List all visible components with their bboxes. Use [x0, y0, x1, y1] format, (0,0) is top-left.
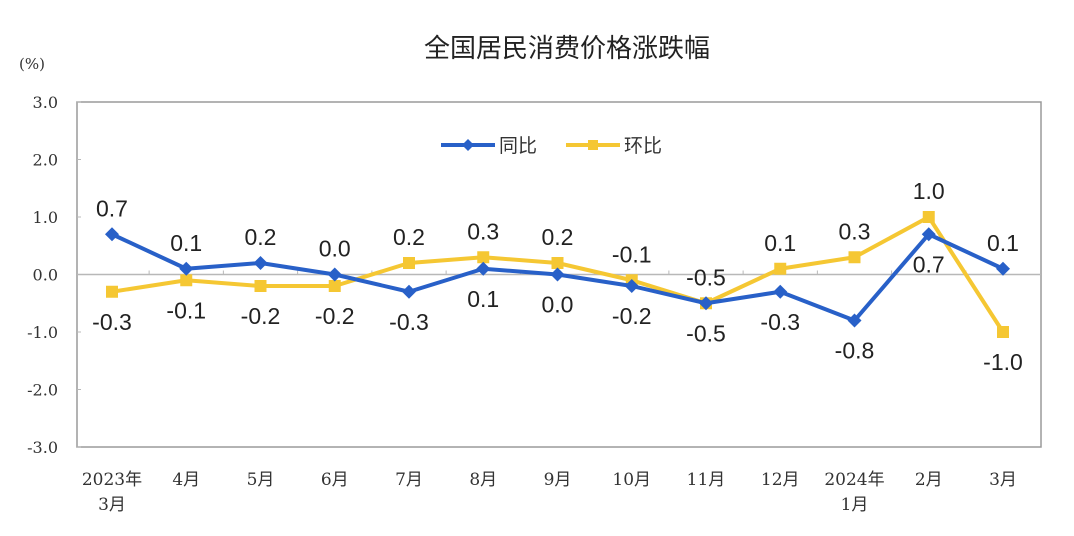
data-label: -0.2: [612, 303, 652, 329]
data-label: -0.2: [315, 303, 355, 329]
data-label: -0.1: [166, 297, 206, 323]
diamond-marker-icon: [327, 267, 342, 282]
data-label: -0.3: [92, 309, 132, 335]
diamond-marker-icon: [773, 284, 788, 299]
y-tick-label: -3.0: [27, 438, 58, 457]
legend-label-mom: 环比: [624, 135, 662, 157]
diamond-marker-icon: [996, 261, 1010, 276]
square-marker-icon: [588, 140, 598, 150]
square-marker-icon: [254, 280, 267, 292]
series-layer: [105, 211, 1010, 338]
data-label: -0.3: [760, 309, 800, 335]
x-axis: 2023年 3月 4月 5月 6月 7月 8月 9月 10月 11月 12月 2024年 1月 2月 3月: [82, 470, 1017, 515]
legend-item-mom: 环比: [566, 135, 662, 157]
data-label: 0.0: [319, 236, 351, 262]
y-tick-label: -1.0: [27, 323, 58, 342]
square-marker-icon: [997, 326, 1009, 338]
data-label: -0.3: [389, 309, 429, 335]
diamond-marker-icon: [624, 279, 639, 293]
square-marker-icon: [106, 285, 118, 298]
legend-label-yoy: 同比: [499, 135, 537, 157]
x-tick-label: 3月: [98, 495, 126, 515]
square-marker-icon: [328, 280, 341, 292]
diamond-marker-icon: [550, 267, 565, 282]
data-label: 0.7: [96, 195, 128, 221]
y-tick-label: 1.0: [33, 208, 58, 227]
data-label: 0.2: [245, 224, 277, 250]
y-tick-label: 0.0: [33, 266, 58, 285]
y-tick-label: -2.0: [27, 381, 58, 400]
data-label: 0.7: [913, 251, 945, 277]
diamond-marker-icon: [847, 313, 862, 328]
x-tick-label: 2024年: [824, 470, 884, 490]
chart-title: 全国居民消费价格涨跌幅: [424, 34, 710, 64]
x-tick-label: 3月: [989, 470, 1017, 490]
x-tick-label: 8月: [469, 470, 497, 490]
x-tick-label: 7月: [395, 470, 423, 490]
y-axis-unit: (%): [19, 55, 45, 73]
data-label: 0.3: [467, 218, 499, 244]
data-label: -0.2: [241, 303, 281, 329]
x-tick-label: 5月: [247, 470, 275, 490]
y-tick-label: 3.0: [33, 93, 58, 112]
data-label: -0.5: [686, 264, 726, 290]
diamond-marker-icon: [476, 261, 491, 276]
data-label: 0.1: [987, 230, 1019, 256]
diamond-marker-icon: [921, 227, 936, 242]
data-label: 1.0: [913, 178, 945, 204]
y-axis: 3.0 2.0 1.0 0.0 -1.0 -2.0 -3.0: [27, 93, 81, 457]
data-label: -0.8: [835, 338, 875, 364]
square-marker-icon: [774, 262, 787, 275]
x-tick-label: 9月: [544, 470, 572, 490]
x-tick-label: 2月: [915, 470, 943, 490]
legend: 同比 环比: [441, 135, 662, 157]
x-tick-label: 1月: [841, 495, 869, 515]
data-labels: 0.7 0.1 0.2 0.0 -0.3 0.1 0.0 -0.2 -0.5 -0.3 -0.8 0.…: [92, 178, 1023, 375]
square-marker-icon: [551, 257, 564, 269]
diamond-marker-icon: [105, 227, 119, 242]
diamond-marker-icon: [253, 256, 268, 270]
legend-item-yoy: 同比: [441, 135, 537, 157]
diamond-marker-icon: [462, 139, 474, 151]
diamond-marker-icon: [699, 296, 713, 311]
data-label: 0.2: [542, 224, 574, 250]
diamond-marker-icon: [402, 284, 416, 299]
x-tick-label: 2023年: [82, 470, 142, 490]
data-label: 0.1: [467, 286, 499, 312]
data-label: 0.1: [170, 230, 202, 256]
square-marker-icon: [403, 257, 415, 269]
x-tick-label: 11月: [687, 470, 726, 490]
y-tick-label: 2.0: [33, 151, 58, 170]
data-label: -0.1: [612, 241, 652, 267]
x-tick-label: 6月: [321, 470, 349, 490]
square-marker-icon: [922, 211, 935, 223]
data-label: 0.2: [393, 224, 425, 250]
square-marker-icon: [477, 251, 490, 264]
data-label: 0.1: [764, 230, 796, 256]
square-marker-icon: [848, 251, 861, 264]
diamond-marker-icon: [179, 261, 194, 276]
x-tick-label: 4月: [172, 470, 200, 490]
data-label: -0.5: [686, 320, 726, 346]
x-tick-label: 12月: [761, 470, 800, 490]
square-marker-icon: [180, 274, 193, 287]
data-label: -1.0: [983, 349, 1023, 375]
data-label: 0.0: [542, 292, 574, 318]
x-tick-label: 10月: [612, 470, 651, 490]
data-label: 0.3: [839, 218, 871, 244]
